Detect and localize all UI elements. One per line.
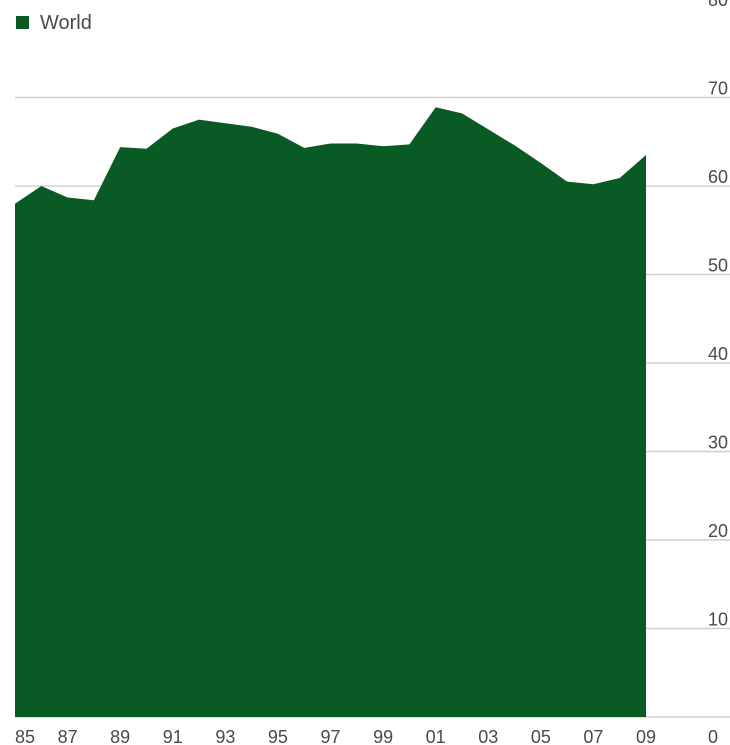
- x-tick-label-99: 99: [373, 727, 393, 745]
- x-tick-label-97: 97: [320, 727, 340, 745]
- y-tick-label-10: 10: [708, 610, 728, 630]
- y-tick-label-0: 0: [708, 727, 718, 745]
- x-tick-label-85: 85: [15, 727, 35, 745]
- x-tick-label-09: 09: [636, 727, 656, 745]
- y-tick-label-60: 60: [708, 167, 728, 187]
- legend-label-world: World: [40, 12, 92, 34]
- y-tick-label-40: 40: [708, 344, 728, 364]
- y-axis-tick-labels: 0 10 20 30 40 50 60 70 80: [708, 0, 728, 745]
- y-tick-label-20: 20: [708, 521, 728, 541]
- legend-swatch-world: [16, 16, 29, 29]
- y-tick-label-70: 70: [708, 79, 728, 99]
- x-tick-label-01: 01: [426, 727, 446, 745]
- x-tick-label-93: 93: [215, 727, 235, 745]
- world-series-area: [15, 107, 646, 717]
- x-tick-label-87: 87: [58, 727, 78, 745]
- y-tick-label-30: 30: [708, 433, 728, 453]
- x-tick-label-91: 91: [163, 727, 183, 745]
- x-tick-label-05: 05: [531, 727, 551, 745]
- y-tick-label-50: 50: [708, 256, 728, 276]
- x-tick-label-07: 07: [583, 727, 603, 745]
- series-area-layer: [15, 107, 646, 717]
- legend: World: [16, 12, 92, 34]
- y-tick-label-80: 80: [708, 0, 728, 10]
- x-tick-label-89: 89: [110, 727, 130, 745]
- x-tick-label-95: 95: [268, 727, 288, 745]
- x-tick-label-03: 03: [478, 727, 498, 745]
- x-axis-tick-labels: 85 87 89 91 93 95 97 99 01 03 05 07 09: [15, 727, 656, 745]
